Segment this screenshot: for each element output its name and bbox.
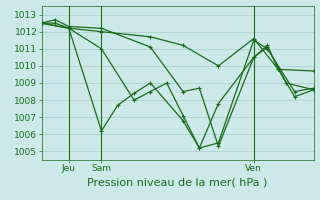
X-axis label: Pression niveau de la mer( hPa ): Pression niveau de la mer( hPa ) (87, 177, 268, 187)
